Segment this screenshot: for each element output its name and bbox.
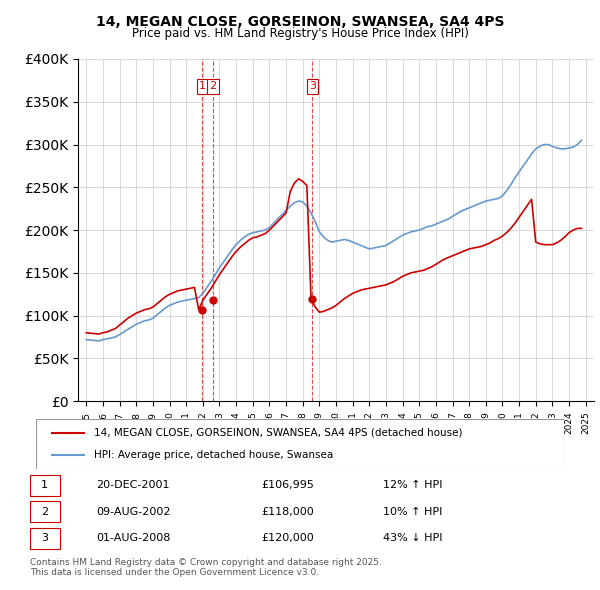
Text: 2: 2 xyxy=(209,81,217,91)
Text: Contains HM Land Registry data © Crown copyright and database right 2025.
This d: Contains HM Land Registry data © Crown c… xyxy=(30,558,382,577)
Text: 3: 3 xyxy=(309,81,316,91)
FancyBboxPatch shape xyxy=(29,528,60,549)
Text: 01-AUG-2008: 01-AUG-2008 xyxy=(96,533,170,543)
FancyBboxPatch shape xyxy=(29,475,60,496)
Text: 2: 2 xyxy=(41,507,48,517)
Text: 09-AUG-2002: 09-AUG-2002 xyxy=(96,507,170,517)
Text: HPI: Average price, detached house, Swansea: HPI: Average price, detached house, Swan… xyxy=(94,450,334,460)
FancyBboxPatch shape xyxy=(29,502,60,522)
Text: 14, MEGAN CLOSE, GORSEINON, SWANSEA, SA4 4PS: 14, MEGAN CLOSE, GORSEINON, SWANSEA, SA4… xyxy=(96,15,504,29)
Text: 20-DEC-2001: 20-DEC-2001 xyxy=(96,480,169,490)
Text: 1: 1 xyxy=(41,480,48,490)
FancyBboxPatch shape xyxy=(36,419,564,469)
Text: 43% ↓ HPI: 43% ↓ HPI xyxy=(383,533,442,543)
Text: 10% ↑ HPI: 10% ↑ HPI xyxy=(383,507,442,517)
Text: £118,000: £118,000 xyxy=(262,507,314,517)
Text: 12% ↑ HPI: 12% ↑ HPI xyxy=(383,480,442,490)
Text: 1: 1 xyxy=(199,81,206,91)
Text: Price paid vs. HM Land Registry's House Price Index (HPI): Price paid vs. HM Land Registry's House … xyxy=(131,27,469,40)
Text: 14, MEGAN CLOSE, GORSEINON, SWANSEA, SA4 4PS (detached house): 14, MEGAN CLOSE, GORSEINON, SWANSEA, SA4… xyxy=(94,428,463,438)
Text: 3: 3 xyxy=(41,533,48,543)
Text: £106,995: £106,995 xyxy=(262,480,314,490)
Text: £120,000: £120,000 xyxy=(262,533,314,543)
